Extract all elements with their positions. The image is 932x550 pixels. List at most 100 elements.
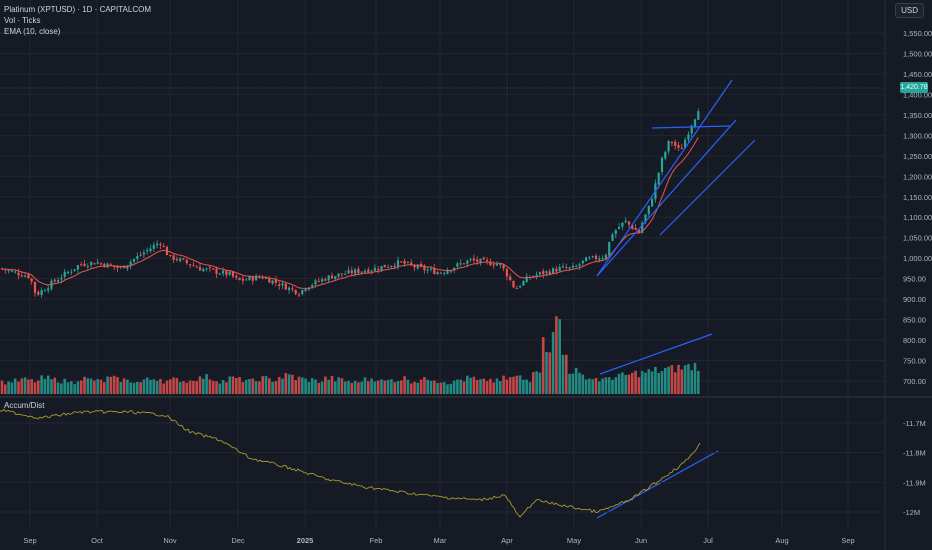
candle-body: [357, 268, 360, 274]
volume-bar: [40, 375, 43, 394]
candle-body: [146, 250, 149, 252]
month-label: Mar: [434, 536, 447, 545]
candle-body: [608, 241, 611, 256]
candle-body: [7, 270, 10, 272]
candle-body: [585, 257, 588, 262]
volume-bar: [112, 375, 116, 394]
candle-body: [568, 267, 571, 269]
candle-body: [373, 267, 376, 271]
candle-body: [33, 281, 37, 293]
price-tick-label: 700.00: [903, 377, 926, 386]
volume-bar: [584, 379, 588, 394]
volume-bar: [413, 381, 416, 394]
candle-body: [179, 258, 182, 261]
volume-bar: [284, 373, 288, 394]
trendline: [599, 333, 713, 375]
volume-bar: [406, 379, 410, 394]
candle-body: [406, 262, 409, 264]
volume-bar: [565, 354, 568, 394]
volume-bar: [634, 370, 637, 394]
volume-bar: [192, 380, 195, 394]
candle-body: [462, 263, 466, 265]
volume-bar: [254, 381, 258, 394]
candle-body: [205, 268, 208, 270]
volume-bar: [439, 382, 443, 394]
candle-body: [495, 264, 499, 266]
candle-body: [66, 271, 70, 274]
trendline: [596, 79, 733, 277]
volume-bar: [106, 376, 109, 394]
volume-bar: [261, 376, 264, 394]
candle-body: [354, 269, 357, 274]
volume-bar: [472, 376, 476, 394]
volume-bar: [109, 376, 113, 394]
volume-bar: [235, 378, 238, 394]
volume-bar: [73, 384, 76, 394]
candle-body: [492, 264, 495, 266]
candle-body: [169, 254, 172, 256]
candle-body: [350, 270, 353, 274]
candle-body: [631, 224, 634, 229]
volume-bar: [479, 379, 482, 394]
candle-body: [598, 258, 601, 261]
volume-bar: [403, 376, 406, 394]
candle-body: [522, 281, 525, 286]
candle-body: [231, 271, 235, 277]
volume-bar: [482, 378, 486, 394]
candle-body: [581, 260, 584, 264]
candle-body: [360, 271, 363, 273]
currency-button[interactable]: USD: [895, 3, 924, 18]
volume-bar: [363, 377, 367, 394]
candle-body: [489, 261, 492, 266]
candle-body: [261, 277, 264, 279]
candle-body: [70, 271, 73, 273]
candle-body: [27, 274, 30, 279]
volume-bar: [594, 377, 598, 394]
volume-bar: [357, 382, 360, 394]
candle-body: [548, 271, 551, 274]
candle-body: [515, 287, 518, 289]
volume-bar: [456, 379, 459, 394]
candle-body: [370, 270, 373, 272]
volume-bar: [611, 379, 614, 394]
candle-body: [83, 263, 86, 266]
volume-bar: [208, 379, 212, 394]
volume-bar: [218, 383, 222, 394]
volume-bar: [337, 377, 340, 394]
candle-body: [436, 272, 439, 275]
volume-bar: [307, 381, 311, 394]
volume-bar: [231, 376, 235, 394]
month-label: Jul: [703, 536, 713, 545]
month-label: 2025: [297, 536, 314, 545]
volume-bar: [126, 379, 129, 394]
candle-body: [664, 151, 667, 159]
candle-body: [327, 275, 330, 281]
candle-body: [14, 271, 17, 273]
volume-bar: [0, 380, 4, 394]
candle-body: [627, 221, 631, 225]
candle-body: [588, 257, 591, 259]
candle-body: [30, 278, 33, 282]
month-label: Dec: [231, 536, 245, 545]
volume-bar: [277, 377, 281, 394]
candle-body: [334, 276, 337, 279]
volume-bar: [446, 384, 449, 394]
candle-body: [198, 267, 202, 271]
volume-bar: [631, 372, 634, 394]
candle-body: [651, 199, 654, 207]
volume-bar: [419, 379, 423, 394]
volume-bar: [670, 365, 674, 394]
candle-body: [380, 266, 383, 272]
candle-body: [545, 271, 548, 274]
volume-bar: [225, 382, 228, 394]
volume-bar: [462, 381, 466, 394]
volume-bar: [512, 376, 515, 394]
ad-line: [0, 408, 701, 518]
month-label: Sep: [841, 536, 854, 545]
volume-bar: [601, 378, 604, 394]
volume-bar: [561, 355, 565, 394]
candle-body: [136, 255, 139, 259]
candle-body: [189, 264, 192, 266]
volume-bar: [30, 379, 33, 394]
